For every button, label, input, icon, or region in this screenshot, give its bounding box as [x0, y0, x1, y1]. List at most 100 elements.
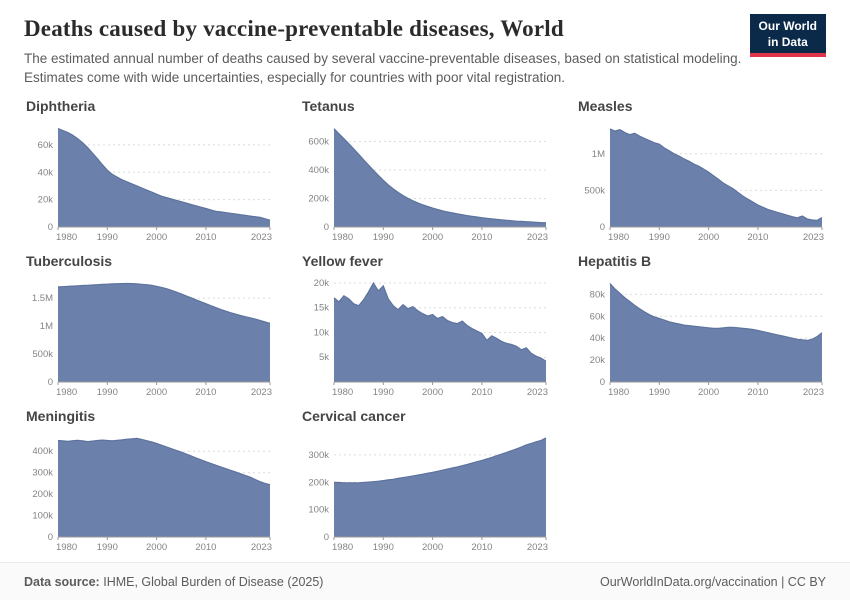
- area-chart-meningitis[interactable]: 0 100k 200k 300k 400k 1980 1990 2000 2010 2023: [24, 427, 274, 553]
- svg-text:2000: 2000: [146, 542, 167, 553]
- svg-text:2000: 2000: [698, 232, 719, 243]
- svg-text:2000: 2000: [146, 387, 167, 398]
- svg-text:400k: 400k: [32, 446, 53, 457]
- chart-title-tetanus: Tetanus: [302, 98, 355, 114]
- area-chart-hepatitis-b[interactable]: 0 20k 40k 60k 80k 1980 1990 2000 2010 2023: [576, 272, 826, 398]
- svg-text:2000: 2000: [422, 542, 443, 553]
- svg-text:80k: 80k: [590, 289, 606, 300]
- charts-grid: Diphtheria 0 20k 40k 60k 1980 1990 2000 2010 202…: [24, 98, 826, 553]
- svg-text:200k: 200k: [308, 194, 329, 205]
- svg-text:1980: 1980: [332, 542, 353, 553]
- svg-text:0: 0: [600, 222, 605, 233]
- owid-logo[interactable]: Our World in Data: [749, 14, 826, 58]
- svg-text:1990: 1990: [649, 232, 670, 243]
- svg-text:2023: 2023: [803, 387, 824, 398]
- svg-text:2000: 2000: [146, 232, 167, 243]
- svg-text:10k: 10k: [314, 328, 330, 339]
- chart-panel-yellow-fever: Yellow fever 5k 10k 15k 20k 1980 1990 2000 2010…: [300, 253, 550, 398]
- svg-text:0: 0: [324, 222, 329, 233]
- page-subtitle: The estimated annual number of deaths ca…: [24, 51, 742, 85]
- chart-panel-tetanus: Tetanus 0 200k 400k 600k 1980 1990 2000 2010 202…: [300, 98, 550, 243]
- svg-text:2023: 2023: [251, 542, 272, 553]
- svg-text:1980: 1980: [56, 387, 77, 398]
- svg-text:1M: 1M: [592, 149, 605, 160]
- svg-text:2023: 2023: [527, 387, 548, 398]
- svg-text:2010: 2010: [747, 387, 768, 398]
- data-source-value: IHME, Global Burden of Disease (2025): [103, 574, 324, 589]
- svg-text:2010: 2010: [747, 232, 768, 243]
- chart-title-yellow-fever: Yellow fever: [302, 253, 383, 269]
- svg-text:1980: 1980: [332, 387, 353, 398]
- svg-text:2010: 2010: [195, 387, 216, 398]
- svg-text:2010: 2010: [471, 232, 492, 243]
- svg-text:1990: 1990: [373, 542, 394, 553]
- svg-text:1990: 1990: [97, 232, 118, 243]
- header: Deaths caused by vaccine-preventable dis…: [0, 0, 850, 88]
- svg-text:2010: 2010: [471, 387, 492, 398]
- svg-text:0: 0: [48, 532, 53, 543]
- svg-text:1990: 1990: [97, 387, 118, 398]
- area-chart-cervical-cancer[interactable]: 0 100k 200k 300k 1980 1990 2000 2010 2023: [300, 427, 550, 553]
- svg-text:1M: 1M: [40, 321, 53, 332]
- svg-text:2023: 2023: [251, 232, 272, 243]
- svg-text:1980: 1980: [56, 232, 77, 243]
- svg-text:2023: 2023: [803, 232, 824, 243]
- svg-text:40k: 40k: [38, 167, 54, 178]
- chart-panel-hepatitis-b: Hepatitis B 0 20k 40k 60k 80k 1980 1990 2000 201…: [576, 253, 826, 398]
- area-chart-tetanus[interactable]: 0 200k 400k 600k 1980 1990 2000 2010 2023: [300, 117, 550, 243]
- svg-text:0: 0: [48, 222, 53, 233]
- chart-title-measles: Measles: [578, 98, 633, 114]
- chart-panel-measles: Measles 0 500k 1M 1980 1990 2000 2010 2023: [576, 98, 826, 243]
- chart-panel-diphtheria: Diphtheria 0 20k 40k 60k 1980 1990 2000 2010 202…: [24, 98, 274, 243]
- svg-text:200k: 200k: [32, 489, 53, 500]
- area-chart-diphtheria[interactable]: 0 20k 40k 60k 1980 1990 2000 2010 2023: [24, 117, 274, 243]
- attribution-link[interactable]: OurWorldInData.org/vaccination | CC BY: [599, 574, 826, 589]
- svg-text:2010: 2010: [471, 542, 492, 553]
- svg-text:5k: 5k: [319, 352, 329, 363]
- svg-text:2023: 2023: [251, 387, 272, 398]
- svg-text:300k: 300k: [32, 468, 53, 479]
- svg-text:60k: 60k: [38, 140, 54, 151]
- svg-text:40k: 40k: [590, 333, 606, 344]
- svg-text:2000: 2000: [698, 387, 719, 398]
- svg-text:1980: 1980: [608, 232, 629, 243]
- owid-logo-line2: in Data: [767, 34, 808, 49]
- owid-logo-line1: Our World: [758, 19, 817, 33]
- footer: Data source: IHME, Global Burden of Dise…: [0, 562, 850, 600]
- svg-text:20k: 20k: [590, 355, 606, 366]
- svg-text:1980: 1980: [56, 542, 77, 553]
- area-chart-yellow-fever[interactable]: 5k 10k 15k 20k 1980 1990 2000 2010 2023: [300, 272, 550, 398]
- svg-text:100k: 100k: [308, 505, 329, 516]
- svg-text:2000: 2000: [422, 387, 443, 398]
- svg-text:1980: 1980: [608, 387, 629, 398]
- data-source-label: Data source:: [24, 574, 100, 589]
- svg-text:2010: 2010: [195, 542, 216, 553]
- svg-text:1990: 1990: [373, 387, 394, 398]
- chart-title-meningitis: Meningitis: [26, 408, 96, 424]
- svg-text:2010: 2010: [195, 232, 216, 243]
- svg-text:600k: 600k: [308, 137, 329, 148]
- chart-title-tuberculosis: Tuberculosis: [26, 253, 113, 269]
- area-chart-tuberculosis[interactable]: 0 500k 1M 1.5M 1980 1990 2000 2010 2023: [24, 272, 274, 398]
- area-chart-measles[interactable]: 0 500k 1M 1980 1990 2000 2010 2023: [576, 117, 826, 243]
- svg-text:60k: 60k: [590, 311, 606, 322]
- svg-text:2023: 2023: [527, 542, 548, 553]
- svg-text:300k: 300k: [308, 450, 329, 461]
- data-source: Data source: IHME, Global Burden of Dise…: [24, 575, 323, 589]
- svg-text:1990: 1990: [97, 542, 118, 553]
- svg-text:1990: 1990: [373, 232, 394, 243]
- svg-text:20k: 20k: [38, 195, 54, 206]
- svg-text:0: 0: [324, 532, 329, 543]
- svg-text:15k: 15k: [314, 303, 330, 314]
- svg-text:500k: 500k: [32, 349, 53, 360]
- svg-text:2000: 2000: [422, 232, 443, 243]
- chart-panel-tuberculosis: Tuberculosis 0 500k 1M 1.5M 1980 1990 2000 2010…: [24, 253, 274, 398]
- svg-text:200k: 200k: [308, 477, 329, 488]
- chart-panel-meningitis: Meningitis 0 100k 200k 300k 400k 1980 1990 2000…: [24, 408, 274, 553]
- svg-text:20k: 20k: [314, 278, 330, 289]
- svg-text:0: 0: [600, 377, 605, 388]
- svg-text:1980: 1980: [332, 232, 353, 243]
- svg-text:400k: 400k: [308, 165, 329, 176]
- svg-text:500k: 500k: [584, 185, 605, 196]
- chart-panel-cervical-cancer: Cervical cancer 0 100k 200k 300k 1980 1990 200…: [300, 408, 550, 553]
